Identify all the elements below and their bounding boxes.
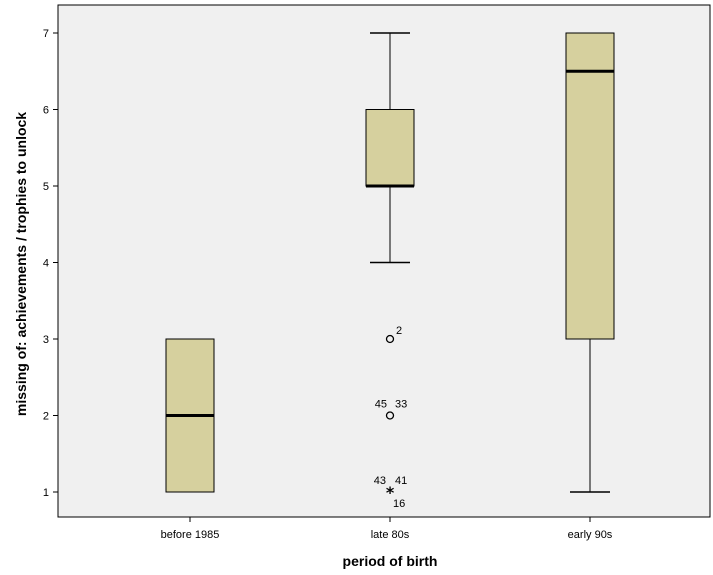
x-tick-label-0: before 1985: [161, 529, 220, 541]
box-group-1: 2 45 33 *43 41 16: [365, 32, 415, 510]
boxes: 2 45 33 *43 41 16: [165, 32, 615, 510]
outlier-label-45: 45: [375, 399, 387, 411]
box-group-0: [165, 338, 215, 493]
outlier-circle-1-1: [385, 411, 395, 420]
box-2: [565, 32, 615, 340]
outlier-label-41: 41: [395, 475, 407, 487]
y-tick-label-5: 5: [43, 181, 49, 193]
x-axis-title: period of birth: [343, 553, 438, 569]
box-1: [365, 109, 415, 187]
outlier-label-16: 16: [393, 498, 405, 510]
outlier-circle-1-0: [385, 334, 395, 344]
y-tick-label-3: 3: [43, 334, 49, 346]
y-tick-label-2: 2: [43, 411, 49, 423]
x-axis: before 1985 late 80s early 90s: [161, 517, 613, 541]
outlier-label-43: 43: [374, 475, 386, 487]
box-group-2: [565, 32, 615, 493]
x-tick-label-2: early 90s: [568, 529, 613, 541]
y-tick-label-6: 6: [43, 105, 49, 117]
y-axis: 1 2 3 4 5 6 7: [43, 28, 58, 499]
y-axis-title: missing of: achievements / trophies to u…: [13, 112, 29, 416]
outlier-star-1-2: *: [386, 483, 395, 502]
outlier-label-33: 33: [395, 399, 407, 411]
y-tick-label-1: 1: [43, 487, 49, 499]
x-tick-label-1: late 80s: [371, 529, 410, 541]
y-tick-label-4: 4: [43, 258, 49, 270]
outlier-label-2: 2: [396, 325, 402, 337]
y-tick-label-7: 7: [43, 28, 49, 40]
